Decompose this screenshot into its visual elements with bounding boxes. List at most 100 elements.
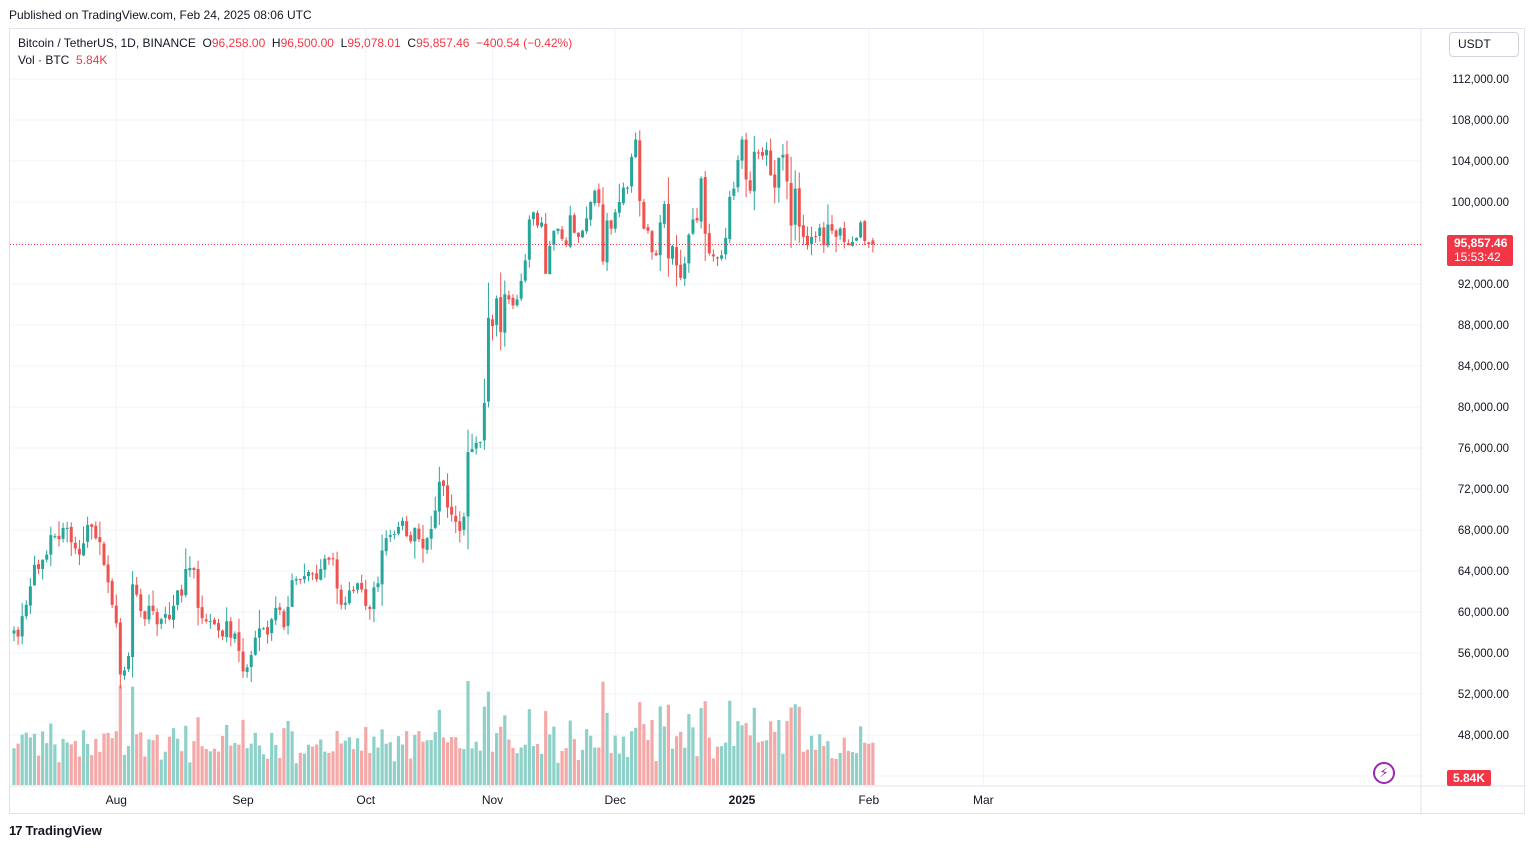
candle xyxy=(311,572,315,581)
volume-bar xyxy=(777,719,781,785)
candle-body xyxy=(810,236,814,245)
candle xyxy=(720,250,724,261)
candle xyxy=(315,564,319,583)
candle-body xyxy=(147,605,151,620)
y-tick-label: 88,000.00 xyxy=(1458,320,1509,332)
candle-body xyxy=(401,520,405,526)
lightning-icon[interactable]: ⚡ xyxy=(1373,762,1395,784)
candle xyxy=(810,226,814,256)
candle xyxy=(127,652,131,672)
candle-body xyxy=(519,280,523,299)
volume-bar xyxy=(413,734,417,785)
candle xyxy=(53,533,57,539)
candle-body xyxy=(180,589,184,596)
candle-body xyxy=(392,534,396,536)
candle xyxy=(266,620,270,644)
candle xyxy=(425,537,429,554)
candle-body xyxy=(634,139,638,158)
candle-body xyxy=(122,670,126,676)
candle-body xyxy=(564,240,568,246)
candle-body xyxy=(217,623,220,631)
currency-selector[interactable]: USDT xyxy=(1449,32,1519,57)
tradingview-logo-icon: 17 xyxy=(9,823,23,838)
candle-body xyxy=(527,219,531,260)
candlestick-chart[interactable]: 112,000.00 108,000.00 104,000.00 100,000.00… xyxy=(10,29,1526,815)
volume-bar xyxy=(290,731,294,785)
change-value: −400.54 (−0.42%) xyxy=(476,36,573,50)
volume-bar xyxy=(691,727,695,785)
volume-bar xyxy=(405,731,409,785)
candle xyxy=(670,244,674,265)
candle-body xyxy=(560,229,564,239)
volume-bar xyxy=(339,743,343,785)
volume-bar xyxy=(139,732,143,785)
volume-bar xyxy=(409,758,413,785)
candle xyxy=(339,584,343,610)
candle xyxy=(106,555,110,594)
candle-body xyxy=(568,215,572,247)
candle xyxy=(871,237,875,253)
candle-body xyxy=(409,535,413,542)
candle-body xyxy=(135,584,139,595)
symbol-label[interactable]: Bitcoin / TetherUS, 1D, BINANCE xyxy=(18,36,196,50)
candle xyxy=(28,578,32,615)
candle-body xyxy=(24,604,28,617)
volume-bar xyxy=(380,729,384,785)
candle xyxy=(380,534,384,606)
candle-body xyxy=(61,527,65,539)
candle-body xyxy=(229,621,233,638)
candle-body xyxy=(707,233,711,254)
volume-bar xyxy=(131,686,135,785)
volume-bar xyxy=(621,736,626,785)
candle-body xyxy=(127,656,131,670)
candle-body xyxy=(748,180,752,191)
y-tick-label: 68,000.00 xyxy=(1458,525,1509,537)
candle-body xyxy=(372,587,376,610)
candle-body xyxy=(486,317,490,402)
candle xyxy=(16,626,20,645)
candle xyxy=(801,214,805,246)
volume-label[interactable]: Vol · BTC xyxy=(18,53,70,67)
volume-bar xyxy=(216,751,221,785)
volume-bar xyxy=(282,728,286,785)
candle-body xyxy=(830,224,834,231)
candle-body xyxy=(572,215,576,233)
candle xyxy=(401,517,405,531)
y-tick-label: 84,000.00 xyxy=(1458,361,1509,373)
candle xyxy=(147,594,151,624)
candle xyxy=(61,522,65,543)
x-tick-label: Sep xyxy=(232,793,254,807)
candle-body xyxy=(552,230,556,245)
candle-body xyxy=(593,190,597,204)
candle xyxy=(527,215,531,268)
volume-bar xyxy=(233,742,237,785)
candle-body xyxy=(208,621,212,623)
volume-bar xyxy=(110,738,114,785)
candle-body xyxy=(601,204,605,262)
chart-frame[interactable]: 112,000.00 108,000.00 104,000.00 100,000.00… xyxy=(9,28,1526,815)
volume-bar xyxy=(687,714,691,785)
candles xyxy=(12,130,875,689)
candle-body xyxy=(621,187,625,204)
volume-bar xyxy=(454,737,458,785)
volume-bar xyxy=(482,706,486,785)
candle xyxy=(548,240,552,275)
candle-body xyxy=(12,630,16,634)
candle xyxy=(159,617,163,630)
candle xyxy=(278,602,282,616)
candle xyxy=(110,578,114,608)
candle-body xyxy=(327,557,331,560)
volume-bar xyxy=(527,709,531,785)
volume-bar xyxy=(466,681,470,785)
low-label: L xyxy=(340,36,348,50)
candle xyxy=(859,220,863,239)
candle-body xyxy=(151,605,155,611)
candle-body xyxy=(822,227,826,246)
candle xyxy=(388,529,392,543)
candle xyxy=(82,526,86,557)
candle xyxy=(814,231,818,243)
candle xyxy=(90,523,94,540)
volume-bar xyxy=(576,760,581,785)
candle-body xyxy=(196,569,200,608)
volume-bar xyxy=(470,748,474,785)
